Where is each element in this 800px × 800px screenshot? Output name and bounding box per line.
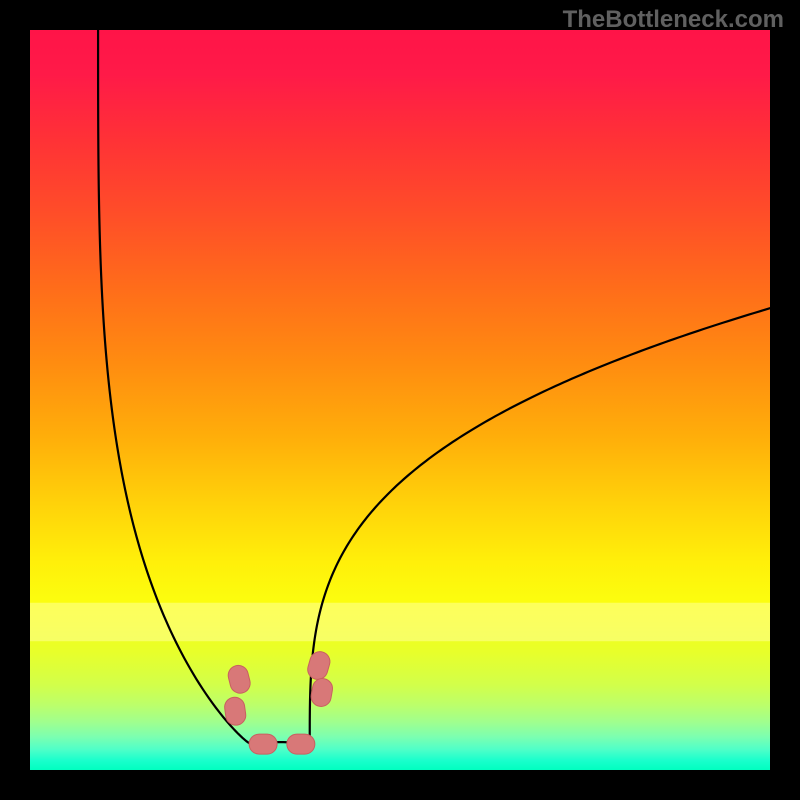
plot-background — [30, 30, 770, 770]
chart-root: TheBottleneck.com — [0, 0, 800, 800]
cusp-floor-left — [249, 734, 277, 754]
chart-canvas — [0, 0, 800, 800]
cusp-floor-right — [287, 734, 315, 754]
pale-band — [30, 603, 770, 641]
chart-svg — [0, 0, 800, 800]
watermark-text: TheBottleneck.com — [563, 6, 784, 34]
